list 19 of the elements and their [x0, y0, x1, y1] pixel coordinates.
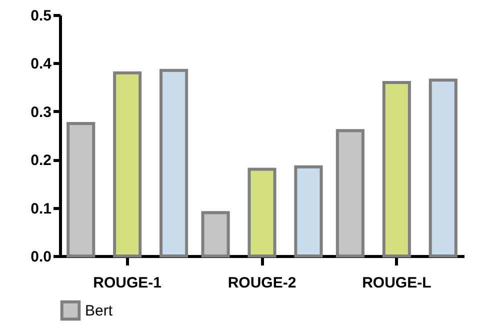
bar [336, 129, 364, 258]
y-tick-label: 0.4 [30, 56, 52, 73]
y-tick-label: 0.3 [30, 104, 52, 121]
y-tick-label: 0.0 [30, 248, 52, 266]
y-tick-label: 0.1 [30, 200, 52, 218]
y-tick-label: 0.2 [30, 152, 52, 170]
x-tick-label: ROUGE-L [362, 274, 432, 292]
bar [160, 68, 188, 258]
bar [201, 211, 230, 258]
bar [382, 80, 411, 258]
bar [66, 122, 96, 258]
legend-label: Bert [85, 302, 114, 320]
x-tick-label: ROUGE-1 [93, 274, 162, 292]
x-tick-label: ROUGE-2 [228, 274, 296, 292]
bar [113, 71, 142, 258]
bar [428, 78, 458, 258]
y-tick-label: 0.5 [30, 8, 52, 24]
bar [294, 165, 323, 258]
bar [248, 168, 276, 258]
